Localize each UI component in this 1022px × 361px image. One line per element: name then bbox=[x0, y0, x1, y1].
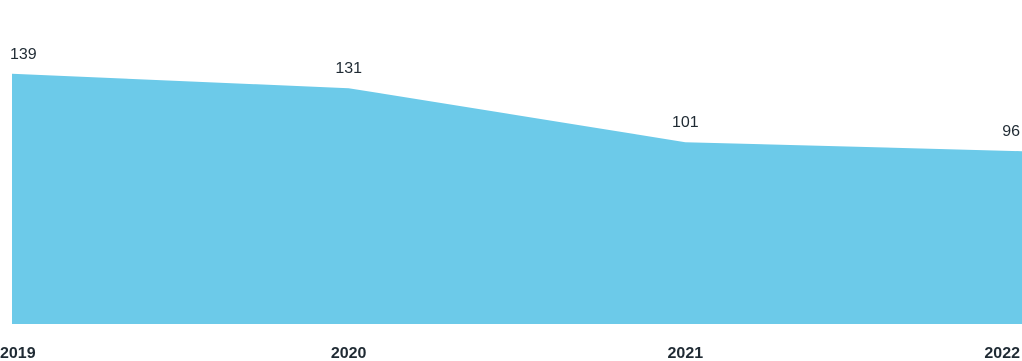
x-axis-tick-labels: 2019 2020 2021 2022 bbox=[0, 345, 1020, 361]
x-tick-2019: 2019 bbox=[0, 345, 36, 361]
data-labels: 139 131 101 96 bbox=[10, 46, 1020, 140]
data-label-2020: 131 bbox=[335, 60, 362, 77]
data-label-2019: 139 bbox=[10, 46, 37, 63]
x-tick-2022: 2022 bbox=[984, 345, 1020, 361]
data-label-2021: 101 bbox=[672, 114, 699, 131]
data-label-2022: 96 bbox=[1002, 123, 1020, 140]
x-tick-2021: 2021 bbox=[668, 345, 704, 361]
area-series bbox=[12, 73, 1022, 324]
x-tick-2020: 2020 bbox=[331, 345, 367, 361]
